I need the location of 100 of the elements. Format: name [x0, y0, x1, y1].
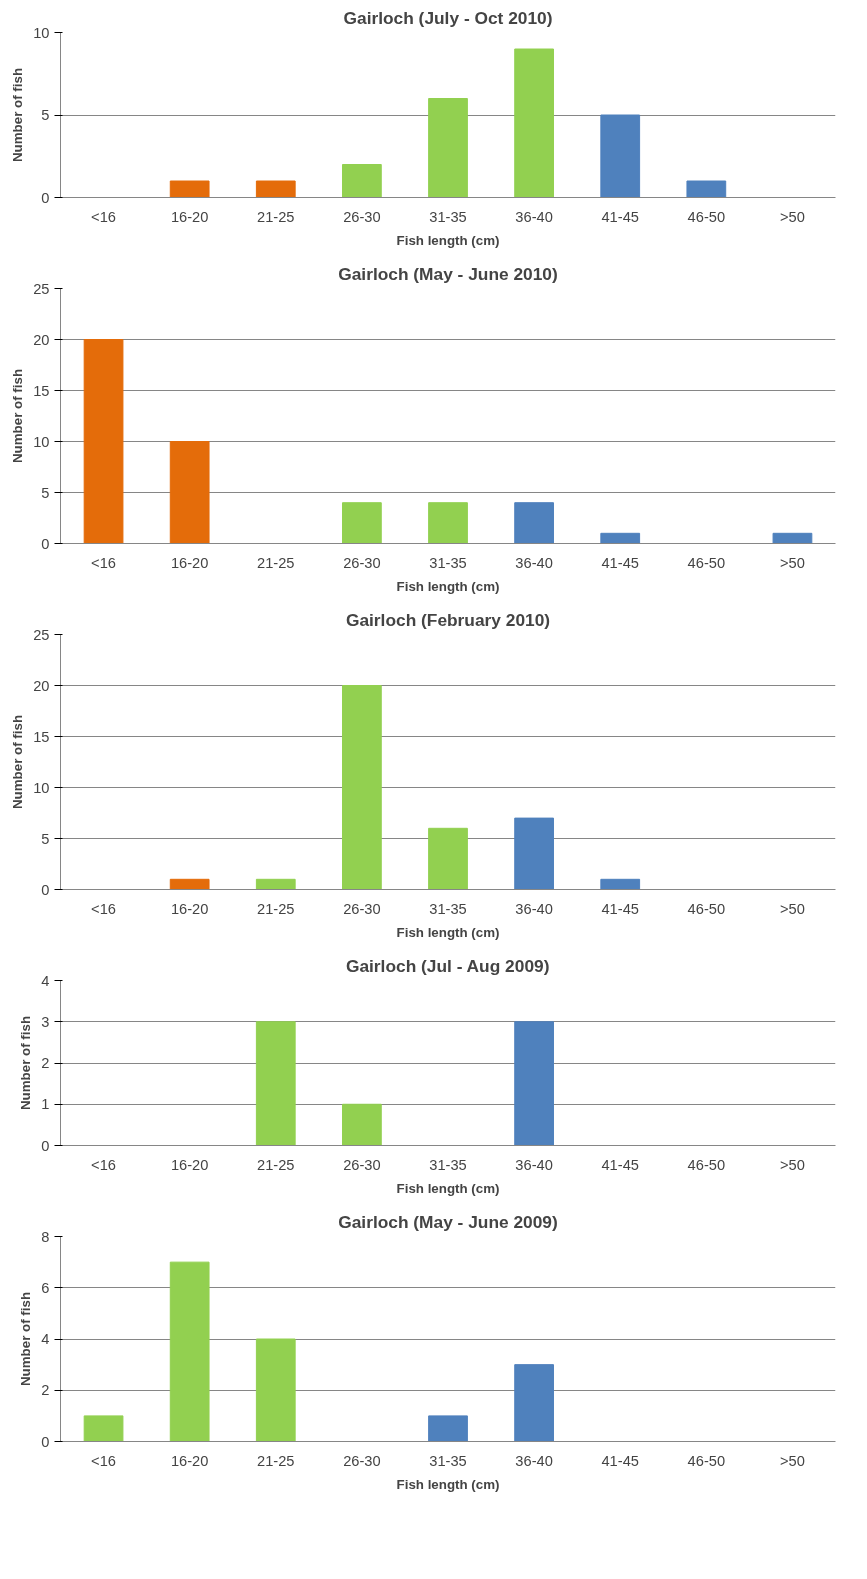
bar [428, 502, 468, 544]
x-tick-label: >50 [780, 1452, 805, 1469]
x-tick-label: 41-45 [601, 1452, 639, 1469]
x-axis-title: Fish length (cm) [396, 232, 500, 248]
x-tick-label: 16-20 [170, 1452, 209, 1469]
chart-title: Gairloch (February 2010) [345, 609, 551, 630]
bar [428, 1415, 468, 1442]
bar [169, 1261, 210, 1442]
bar [83, 339, 124, 544]
bar [514, 817, 554, 890]
x-tick-label: 31-35 [429, 1156, 467, 1173]
x-tick-label: 31-35 [429, 1452, 467, 1469]
y-axis-title: Number of fish [18, 1291, 34, 1387]
x-axis-title: Fish length (cm) [396, 1476, 500, 1492]
x-tick-label: >50 [780, 208, 805, 225]
y-tick-label: 25 [33, 280, 50, 297]
x-tick-label: 26-30 [343, 1452, 381, 1469]
y-tick-label: 0 [41, 1433, 50, 1450]
y-tick-label: 5 [41, 484, 50, 501]
x-tick-label: 16-20 [170, 1156, 209, 1173]
y-axis-title: Number of fish [10, 67, 26, 163]
bar [600, 532, 641, 544]
chart-title: Gairloch (Jul - Aug 2009) [345, 955, 550, 976]
x-tick-label: 46-50 [687, 1452, 726, 1469]
y-tick-label: 10 [33, 779, 50, 796]
x-tick-label: 36-40 [515, 554, 553, 571]
x-tick-label: 31-35 [429, 900, 467, 917]
x-tick-label: 36-40 [515, 208, 553, 225]
x-tick-label: <16 [91, 208, 116, 225]
x-tick-label: <16 [91, 554, 116, 571]
chart-title: Gairloch (May - June 2009) [338, 1211, 558, 1232]
x-tick-label: 41-45 [601, 554, 639, 571]
x-tick-label: 21-25 [257, 554, 295, 571]
y-tick-label: 5 [41, 107, 50, 123]
y-tick-label: 10 [33, 433, 50, 450]
y-tick-label: 8 [41, 1228, 50, 1245]
y-tick-label: 20 [33, 331, 50, 348]
y-tick-label: 4 [41, 1331, 50, 1347]
x-tick-label: 41-45 [601, 208, 639, 225]
x-tick-label: <16 [91, 900, 116, 917]
x-tick-label: 41-45 [601, 1156, 639, 1173]
y-tick-label: 15 [33, 382, 50, 399]
y-tick-label: 1 [41, 1096, 50, 1113]
y-tick-label: 6 [41, 1279, 50, 1296]
bar [169, 441, 210, 544]
x-axis-title: Fish length (cm) [396, 578, 500, 594]
y-tick-label: 2 [41, 1055, 50, 1071]
bar [342, 685, 382, 890]
bar [600, 878, 641, 890]
x-tick-label: 31-35 [429, 554, 467, 571]
y-tick-label: 0 [41, 1137, 50, 1154]
bar [428, 827, 468, 890]
bar [342, 502, 382, 544]
y-tick-label: 20 [33, 677, 50, 694]
x-tick-label: >50 [780, 1156, 805, 1173]
x-tick-label: 26-30 [343, 900, 381, 917]
y-axis-title: Number of fish [18, 1015, 34, 1111]
x-tick-label: 21-25 [257, 208, 295, 225]
y-axis-title: Number of fish [10, 368, 26, 464]
bar [255, 180, 296, 198]
x-tick-label: 26-30 [343, 208, 381, 225]
bar [255, 1338, 296, 1442]
x-tick-label: 16-20 [170, 554, 209, 571]
y-tick-label: 2 [41, 1382, 50, 1399]
x-tick-label: 46-50 [687, 900, 726, 917]
y-tick-label: 3 [41, 1013, 50, 1030]
bar [514, 1364, 554, 1442]
bar [428, 98, 468, 198]
y-tick-label: 15 [33, 728, 50, 745]
x-axis-title: Fish length (cm) [396, 1180, 500, 1196]
bar [772, 532, 813, 544]
y-tick-label: 25 [33, 626, 50, 643]
x-tick-label: 36-40 [515, 900, 553, 917]
x-tick-label: >50 [780, 900, 805, 917]
chart-title: Gairloch (May - June 2010) [338, 263, 558, 284]
x-tick-label: 21-25 [257, 1156, 295, 1173]
x-tick-label: 16-20 [170, 900, 209, 917]
x-tick-label: 21-25 [257, 900, 295, 917]
bar [514, 48, 554, 198]
y-tick-label: 0 [41, 189, 50, 206]
x-tick-label: 21-25 [257, 1452, 295, 1469]
y-tick-label: 0 [41, 535, 50, 552]
x-tick-label: 46-50 [687, 208, 726, 225]
bar [342, 164, 382, 198]
bar [600, 114, 641, 198]
bar [169, 878, 210, 890]
bar [255, 878, 296, 890]
x-tick-label: <16 [91, 1156, 116, 1173]
x-tick-label: 16-20 [170, 208, 209, 225]
bar [83, 1415, 124, 1442]
x-tick-label: 46-50 [687, 1156, 726, 1173]
y-tick-label: 0 [41, 881, 50, 898]
x-tick-label: 26-30 [343, 1156, 381, 1173]
x-tick-label: <16 [91, 1452, 116, 1469]
bar [686, 180, 727, 198]
x-tick-label: 41-45 [601, 900, 639, 917]
bar [169, 180, 210, 198]
y-tick-label: 5 [41, 830, 50, 847]
y-tick-label: 10 [33, 24, 50, 41]
bar [514, 502, 554, 544]
